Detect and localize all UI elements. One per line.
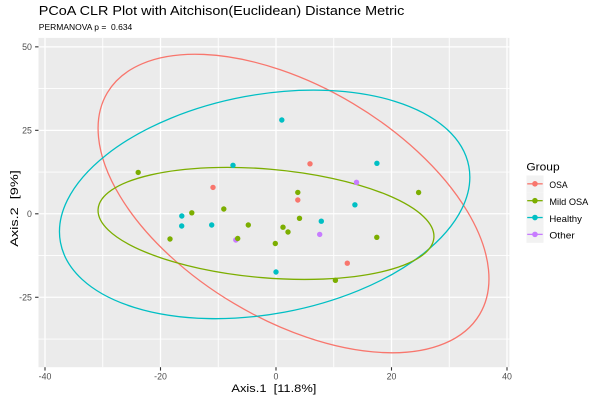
svg-text:Axis.1 [11.8%]: Axis.1 [11.8%]	[231, 383, 316, 395]
svg-text:0: 0	[27, 209, 32, 219]
svg-text:PERMANOVA p = 0.634: PERMANOVA p = 0.634	[39, 22, 133, 32]
svg-text:Axis.2 [9%]: Axis.2 [9%]	[9, 170, 21, 247]
svg-text:-25: -25	[19, 292, 32, 302]
svg-text:PCoA CLR Plot with Aitchison(E: PCoA CLR Plot with Aitchison(Euclidean) …	[39, 3, 405, 18]
svg-text:20: 20	[387, 372, 397, 382]
svg-text:40: 40	[502, 372, 512, 382]
svg-text:Group: Group	[526, 162, 559, 174]
svg-text:25: 25	[22, 126, 32, 136]
svg-text:50: 50	[22, 42, 32, 52]
svg-text:-20: -20	[154, 372, 167, 382]
svg-text:0: 0	[274, 372, 279, 382]
svg-text:Other: Other	[549, 231, 574, 241]
svg-text:OSA: OSA	[549, 180, 567, 190]
svg-text:Mild OSA: Mild OSA	[549, 197, 588, 207]
svg-text:-40: -40	[39, 372, 52, 382]
svg-text:Healthy: Healthy	[549, 214, 582, 224]
